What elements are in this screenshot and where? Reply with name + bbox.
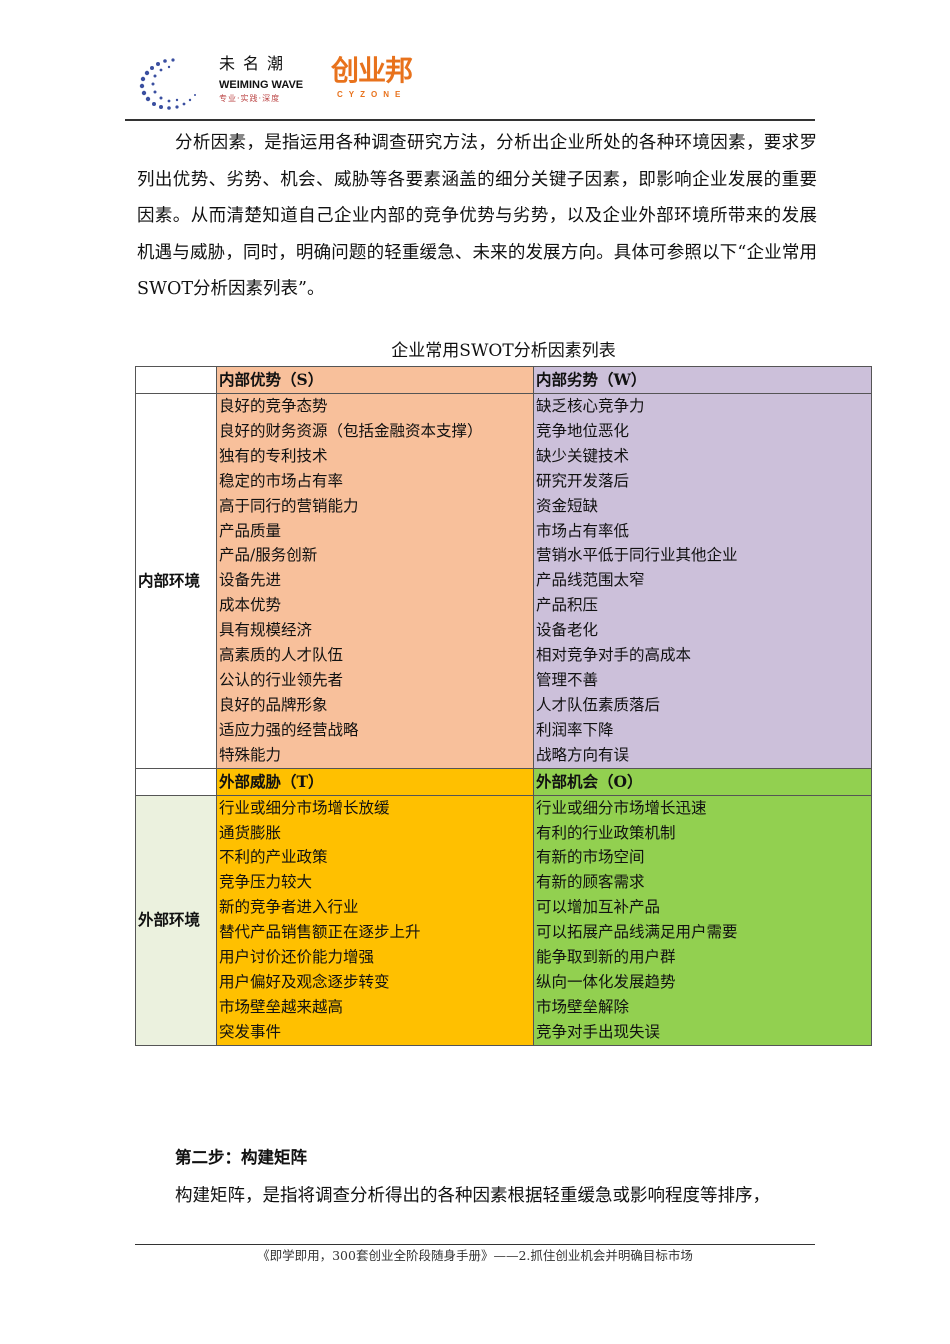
weakness-item: 缺乏核心竞争力 xyxy=(536,397,645,415)
opportunity-item: 能争取到新的用户群 xyxy=(536,948,676,967)
weakness-item: 竞争地位恶化 xyxy=(536,421,630,440)
weakness-item: 管理不善 xyxy=(536,670,599,689)
weakness-item: 战略方向有误 xyxy=(536,745,630,764)
cyzone-logo-cn: 创业邦 xyxy=(331,54,413,87)
threat-item: 竞争压力较大 xyxy=(219,873,313,892)
weakness-item: 相对竞争对手的高成本 xyxy=(536,646,692,665)
weakness-item: 资金短缺 xyxy=(536,496,599,515)
strengths-header: 内部优势（S） xyxy=(216,366,534,394)
opportunity-item: 可以拓展产品线满足用户需要 xyxy=(536,923,738,942)
weakness-item: 产品积压 xyxy=(536,596,599,615)
empty-cell xyxy=(135,366,217,394)
opportunity-item: 有利的行业政策机制 xyxy=(536,823,676,842)
threat-item: 不利的产业政策 xyxy=(219,848,328,867)
threat-item: 替代产品销售额正在逐步上升 xyxy=(219,923,421,942)
threat-item: 通货膨胀 xyxy=(219,823,282,842)
strength-item: 公认的行业领先者 xyxy=(219,670,344,689)
opportunities-header: 外部机会（O） xyxy=(533,767,872,796)
weakness-item: 缺少关键技术 xyxy=(536,446,630,465)
weakness-item: 市场占有率低 xyxy=(536,521,630,540)
opportunity-item: 行业或细分市场增长迅速 xyxy=(536,798,707,817)
opportunity-item: 有新的市场空间 xyxy=(536,848,645,867)
strength-item: 具有规模经济 xyxy=(219,621,313,640)
weiming-logo-text: 未名潮 WEIMING WAVE 专业·实践·深度 xyxy=(219,54,319,104)
weakness-item: 研究开发落后 xyxy=(536,471,630,490)
header-logos: 未名潮 WEIMING WAVE 专业·实践·深度 创业邦 CYZONE xyxy=(133,54,413,116)
intro-paragraph: 分析因素，是指运用各种调查研究方法，分析出企业所处的各种环境因素，要求罗列出优势… xyxy=(137,133,817,299)
strength-item: 稳定的市场占有率 xyxy=(219,471,344,490)
internal-env-label: 内部环境 xyxy=(135,393,217,769)
threats-list: 行业或细分市场增长放缓 通货膨胀不利的产业政策 竞争压力较大新的竞争者进入行业替代产… xyxy=(216,794,534,1046)
strength-item: 良好的竞争态势 xyxy=(219,397,328,415)
step2-paragraph: 构建矩阵，是指将调查分析得出的各种因素根据轻重缓急或影响程度等排序， xyxy=(175,1186,770,1206)
weaknesses-list: 缺乏核心竞争力 竞争地位恶化 缺少关键技术 研究开发落后 资金短缺市场占有率低营销水平低… xyxy=(533,393,872,769)
strength-item: 特殊能力 xyxy=(219,745,282,764)
strength-item: 独有的专利技术 xyxy=(219,446,328,465)
strength-item: 适应力强的经营战略 xyxy=(219,720,359,739)
opportunities-list: 行业或细分市场增长迅速 有利的行业政策机制 有新的市场空间 有新的顾客需求 可以增加互补… xyxy=(533,794,872,1046)
step2-heading: 第二步：构建矩阵 xyxy=(175,1148,307,1167)
footer-divider xyxy=(135,1244,815,1245)
table-caption: 企业常用SWOT分析因素列表 xyxy=(391,341,616,361)
strength-item: 设备先进 xyxy=(219,571,282,590)
strength-item: 成本优势 xyxy=(219,596,282,615)
weiming-logo-tagline: 专业·实践·深度 xyxy=(219,94,281,103)
empty-cell xyxy=(135,767,217,796)
strength-item: 高于同行的营销能力 xyxy=(219,496,359,515)
cyzone-logo-en: CYZONE xyxy=(337,90,407,99)
threat-item: 突发事件 xyxy=(219,1022,282,1041)
header-divider xyxy=(125,119,815,121)
external-env-label: 外部环境 xyxy=(135,794,217,1046)
weakness-item: 设备老化 xyxy=(536,621,599,640)
strength-item: 良好的财务资源（包括金融资本支撑） xyxy=(219,421,483,440)
threat-item: 用户讨价还价能力增强 xyxy=(219,948,375,967)
strength-item: 良好的品牌形象 xyxy=(219,695,328,714)
threats-header: 外部威胁（T） xyxy=(216,767,534,796)
strengths-list: 良好的竞争态势良好的财务资源（包括金融资本支撑） 独有的专利技术 稳定的市场占有率高… xyxy=(216,393,534,769)
strength-item: 高素质的人才队伍 xyxy=(219,646,344,665)
weiming-logo-en: WEIMING WAVE xyxy=(219,79,304,91)
weakness-item: 营销水平低于同行业其他企业 xyxy=(536,546,738,565)
threat-item: 新的竞争者进入行业 xyxy=(219,898,359,917)
opportunity-item: 竞争对手出现失误 xyxy=(536,1022,661,1041)
weakness-item: 人才队伍素质落后 xyxy=(536,695,661,714)
strength-item: 产品/服务创新 xyxy=(219,546,318,565)
opportunity-item: 可以增加互补产品 xyxy=(536,898,661,917)
weaknesses-header: 内部劣势（W） xyxy=(533,366,872,394)
threat-item: 行业或细分市场增长放缓 xyxy=(219,798,390,817)
weakness-item: 利润率下降 xyxy=(536,720,614,739)
swot-table: 内部优势（S） 内部劣势（W） 内部环境 良好的竞争态势良好的财务资源（包括金融… xyxy=(135,366,872,1046)
strength-item: 产品质量 xyxy=(219,521,282,540)
footer-text: 《即学即用，300套创业全阶段随身手册》——2.抓住创业机会并明确目标市场 xyxy=(257,1248,693,1263)
threat-item: 用户偏好及观念逐步转变 xyxy=(219,972,390,991)
opportunity-item: 纵向一体化发展趋势 xyxy=(536,972,676,991)
opportunity-item: 市场壁垒解除 xyxy=(536,997,630,1016)
weakness-item: 产品线范围太窄 xyxy=(536,571,645,590)
weiming-logo-cn: 未名潮 xyxy=(219,54,292,73)
threat-item: 市场壁垒越来越高 xyxy=(219,997,344,1016)
cyzone-logo: 创业邦 CYZONE xyxy=(331,54,413,100)
opportunity-item: 有新的顾客需求 xyxy=(536,873,645,892)
weiming-wave-swirl-logo xyxy=(139,58,196,110)
